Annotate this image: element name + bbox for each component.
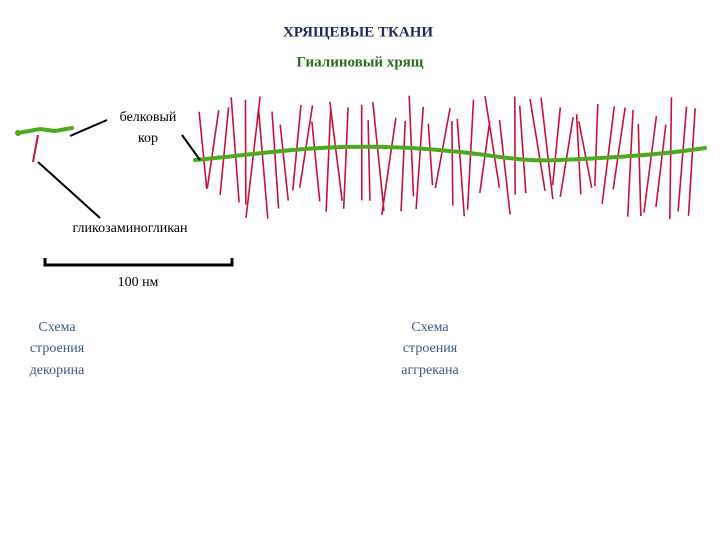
gag-chain [451, 121, 454, 206]
gag-chain [298, 105, 314, 188]
gag-chain [687, 108, 696, 216]
gag-chain [498, 119, 511, 215]
gag-chain [342, 107, 349, 209]
decorin-core [16, 126, 74, 135]
decorin-gag [32, 134, 39, 163]
gag-chain [206, 110, 220, 188]
gag-chain [529, 98, 546, 191]
gag-label: гликозаминогликан [73, 221, 189, 236]
gag-chain [427, 123, 434, 186]
caption: декорина [30, 363, 85, 378]
gag-chain [643, 115, 658, 213]
gag-chain [575, 114, 582, 195]
gag-chain [219, 107, 230, 196]
gag-chain [456, 118, 466, 217]
aggrecan-gag-chains [198, 95, 696, 220]
gag-chain [540, 97, 554, 200]
gag-chain [311, 121, 321, 202]
gag-chain [479, 120, 491, 194]
gag-chain [271, 111, 280, 209]
gag-chain [367, 120, 371, 201]
pointer-core-aggrecan [181, 134, 201, 161]
gag-chain [612, 107, 626, 190]
gag-chain [594, 104, 599, 187]
gag-chain [279, 124, 290, 201]
title: ХРЯЩЕВЫЕ ТКАНИ [283, 24, 433, 40]
caption: строения [403, 341, 458, 356]
core-label: белковый [120, 110, 177, 125]
gag-chain [559, 117, 574, 197]
gag-chain [601, 106, 616, 204]
subtitle: Гиалиновый хрящ [297, 54, 424, 70]
scale-label: 100 нм [118, 275, 159, 290]
caption: Схема [411, 320, 449, 335]
gag-chain [434, 108, 451, 189]
gag-chain [198, 111, 208, 190]
pointer-gag [37, 161, 101, 219]
caption: строения [30, 341, 85, 356]
aggrecan-core [193, 144, 707, 163]
gag-chain [372, 102, 385, 212]
scale-bar [43, 258, 234, 267]
pointer-core-decorin [69, 119, 108, 137]
gag-chain [415, 106, 425, 210]
gag-chain [551, 107, 562, 186]
gag-chain [245, 96, 261, 218]
gag-chain [637, 123, 642, 217]
gag-chain [669, 97, 673, 220]
gag-chain [655, 124, 667, 208]
gag-chain [578, 121, 593, 189]
gag-chain [677, 106, 688, 212]
decorin-end [15, 130, 21, 136]
gag-chain [518, 105, 527, 194]
gag-chain [257, 108, 269, 219]
gag-chain [626, 109, 634, 217]
gag-chain [484, 95, 501, 188]
gag-chain [400, 120, 407, 212]
gag-chain [230, 97, 240, 203]
caption: Схема [38, 320, 76, 335]
gag-chain [381, 117, 397, 216]
caption: аггрекана [401, 363, 459, 378]
gag-chain [329, 101, 343, 201]
core-label: кор [138, 131, 158, 146]
gag-chain [325, 107, 332, 212]
gag-chain [408, 95, 415, 197]
